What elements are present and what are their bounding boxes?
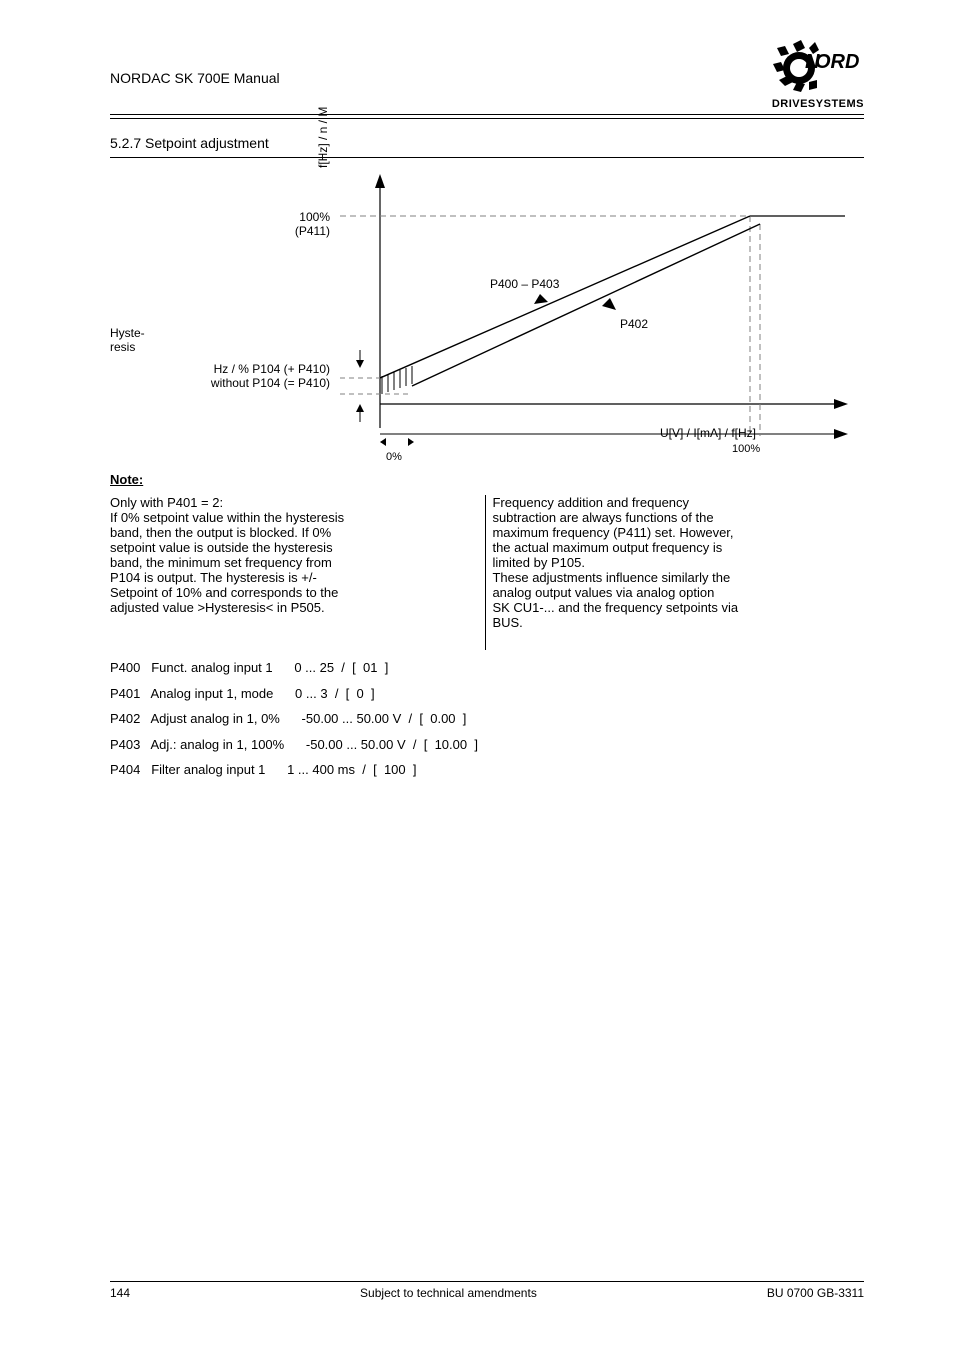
header-rule <box>110 114 864 119</box>
y-lower-labels: Hz / % P104 (+ P410) without P104 (= P41… <box>110 362 330 390</box>
note-left-6: Setpoint of 10% and corresponds to the <box>110 585 467 600</box>
note-divider <box>485 495 486 650</box>
setpoint-adjust-graph: f[Hz] / n / M 0% 100% <box>110 166 864 466</box>
x-axis-label: U[V] / I[mA] / f[Hz] <box>660 426 756 440</box>
note-left-7: adjusted value >Hysteresis< in P505. <box>110 600 467 615</box>
param-p402: P402 Adjust analog in 1, 0% -50.00 ... 5… <box>110 709 864 729</box>
hz-p104-line: Hz / % P104 (+ P410) <box>214 362 330 376</box>
footer-center: Subject to technical amendments <box>360 1286 537 1300</box>
svg-text:P402: P402 <box>620 317 648 331</box>
note-col-left: Only with P401 = 2: If 0% setpoint value… <box>110 495 479 650</box>
parameter-list: P400 Funct. analog input 1 0 ... 25 / [ … <box>110 658 864 780</box>
footer-right: BU 0700 GB-3311 <box>767 1286 864 1300</box>
hysteresis-label: Hyste- resis <box>110 326 170 354</box>
nord-gear-icon: ORD N <box>773 40 863 96</box>
brand-tagline: DRIVESYSTEMS <box>772 98 864 110</box>
note-right-4: limited by P105. <box>492 555 849 570</box>
note-left-2: band, then the output is blocked. If 0% <box>110 525 467 540</box>
note-col-right: Frequency addition and frequency subtrac… <box>492 495 861 650</box>
note-right-1: subtraction are always functions of the <box>492 510 849 525</box>
svg-text:ORD: ORD <box>815 51 859 73</box>
note-right-7: analog output values via analog option <box>492 585 849 600</box>
param-p404: P404 Filter analog input 1 1 ... 400 ms … <box>110 760 864 780</box>
without-p104-line: without P104 (= P410) <box>211 376 330 390</box>
param-p403: P403 Adj.: analog in 1, 100% -50.00 ... … <box>110 735 864 755</box>
note-left-4: band, the minimum set frequency from <box>110 555 467 570</box>
brand-logo: ORD N DRIVESYSTEMS <box>772 40 864 110</box>
svg-text:P400 – P403: P400 – P403 <box>490 277 560 291</box>
y-axis-label: f[Hz] / n / M <box>316 107 330 168</box>
note-left-0: Only with P401 = 2: <box>110 495 467 510</box>
section-5-2-7-heading: 5.2.7 Setpoint adjustment <box>110 135 864 151</box>
note-left-5: P104 is output. The hysteresis is +/- <box>110 570 467 585</box>
page-footer: 144 Subject to technical amendments BU 0… <box>110 1281 864 1300</box>
note-right-6: These adjustments influence similarly th… <box>492 570 849 585</box>
graph-svg: 0% 100% <box>320 166 880 466</box>
note-left-3: setpoint value is outside the hysteresis <box>110 540 467 555</box>
y-100-percent: 100% <box>299 210 330 224</box>
param-p400: P400 Funct. analog input 1 0 ... 25 / [ … <box>110 658 864 678</box>
note-right-0: Frequency addition and frequency <box>492 495 849 510</box>
note-right-2: maximum frequency (P411) set. However, <box>492 525 849 540</box>
param-p401: P401 Analog input 1, mode 0 ... 3 / [ 0 … <box>110 684 864 704</box>
note-right-3: the actual maximum output frequency is <box>492 540 849 555</box>
x-zero-label: 0% <box>386 451 402 463</box>
svg-text:100%: 100% <box>732 443 760 455</box>
y-100-label: 100% (P411) <box>142 210 330 238</box>
product-title: NORDAC SK 700E Manual <box>110 40 280 86</box>
note-label: Note: <box>110 472 864 487</box>
svg-text:N: N <box>805 51 820 73</box>
footer-page-number: 144 <box>110 1286 130 1300</box>
note-right-9: BUS. <box>492 615 849 630</box>
y-100-sublabel: (P411) <box>295 224 330 238</box>
note-right-8: SK CU1-... and the frequency setpoints v… <box>492 600 849 615</box>
note-left-1: If 0% setpoint value within the hysteres… <box>110 510 467 525</box>
